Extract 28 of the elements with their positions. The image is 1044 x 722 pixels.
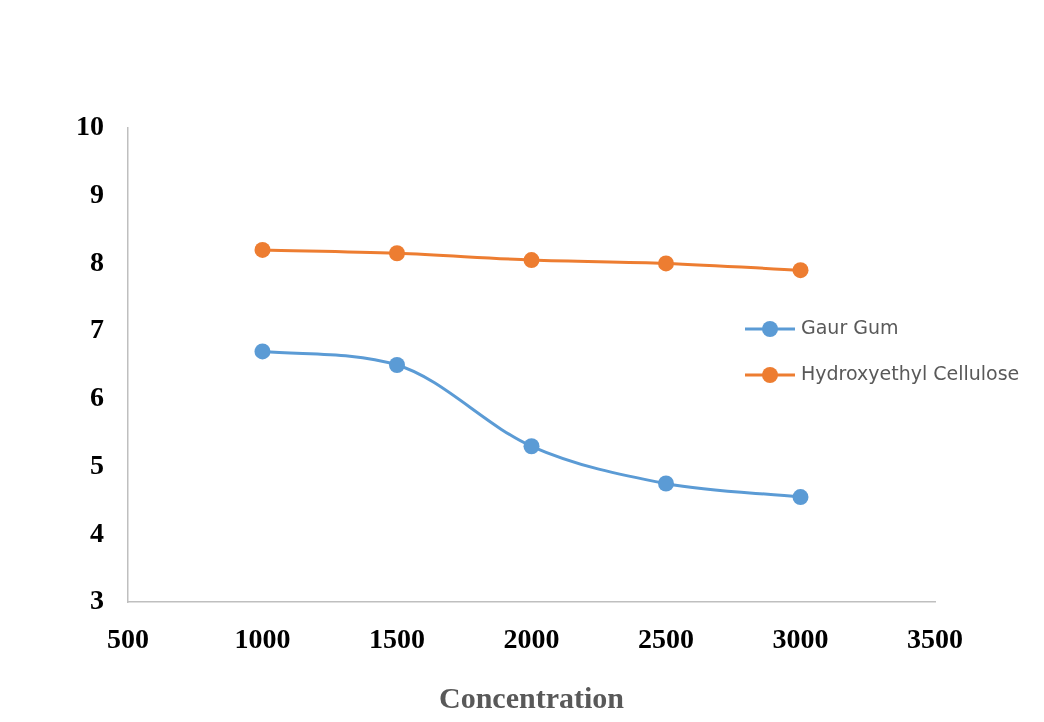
x-tick-label: 2500	[638, 623, 694, 655]
x-tick-label: 3500	[907, 623, 963, 655]
point	[658, 255, 674, 272]
point	[792, 489, 809, 506]
y-tick-label: 3	[90, 584, 104, 616]
point	[389, 245, 405, 262]
legend-label: Gaur Gum	[801, 315, 899, 338]
point	[254, 241, 271, 258]
x-tick-label: 500	[107, 623, 149, 655]
point	[658, 475, 674, 492]
y-tick-label: 7	[90, 313, 104, 345]
y-tick-label: 6	[90, 381, 104, 413]
legend-label: Hydroxyethyl Cellulose	[801, 361, 1020, 384]
x-tick-label: 2000	[503, 623, 560, 655]
point	[389, 357, 405, 373]
x-tick-label: 1500	[369, 623, 425, 655]
y-tick-label: 10	[76, 110, 104, 142]
x-tick-label: 3000	[772, 623, 829, 655]
x-tick-label: 1000	[234, 623, 291, 655]
x-axis-title: Concentration	[439, 680, 625, 714]
point	[254, 343, 271, 360]
y-tick-label: 8	[90, 245, 104, 277]
point	[523, 438, 540, 455]
y-tick-label: 4	[90, 516, 104, 548]
y-tick-label: 9	[90, 177, 104, 209]
point	[523, 252, 540, 269]
point	[792, 262, 809, 279]
y-tick-label: 5	[90, 448, 104, 480]
